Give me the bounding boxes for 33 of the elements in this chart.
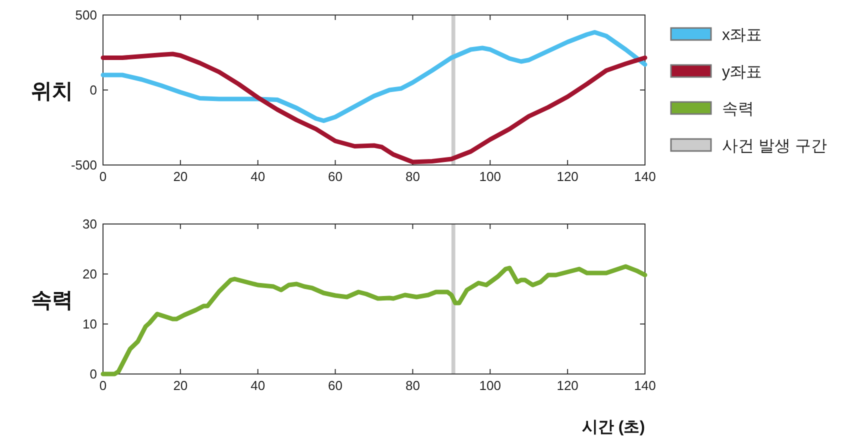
legend-label: y좌표 (722, 64, 762, 81)
x-tick-label: 40 (250, 169, 266, 184)
x-tick-label: 100 (479, 169, 501, 184)
y-axis-title: 위치 (31, 80, 73, 103)
y-tick-label: 10 (82, 316, 97, 332)
y-tick-label: 20 (82, 266, 97, 282)
legend-label: 속력 (722, 101, 754, 118)
y-tick-label: 0 (90, 366, 97, 382)
x-tick-label: 20 (173, 378, 188, 393)
line-series (100, 264, 648, 376)
y-axis-title: 속력 (31, 289, 73, 312)
x-tick-label: 40 (250, 378, 266, 393)
x-tick-label: 140 (634, 169, 656, 184)
x-tick-label: 80 (405, 378, 420, 393)
x-tick-label: 100 (479, 378, 501, 393)
x-tick-label: 0 (99, 378, 107, 393)
x-tick-label: 120 (556, 169, 578, 184)
x-tick-label: 140 (634, 378, 656, 393)
x-tick-label: 120 (556, 378, 578, 393)
x-tick-label: 20 (173, 169, 188, 184)
line-series (100, 52, 648, 164)
x-axis-title: 시간 (초) (582, 419, 645, 436)
x-tick-label: 80 (405, 169, 420, 184)
x-tick-label: 0 (99, 169, 107, 184)
y-tick-label: 500 (75, 8, 97, 22)
line-series (100, 30, 648, 123)
y-tick-label: 0 (90, 82, 97, 98)
legend-label: 사건 발생 구간 (722, 138, 827, 155)
x-tick-label: 60 (328, 378, 343, 393)
legend-label: x좌표 (722, 27, 762, 44)
x-tick-label: 60 (328, 169, 343, 184)
y-tick-label: 30 (82, 216, 97, 232)
y-tick-label: -500 (70, 158, 97, 172)
